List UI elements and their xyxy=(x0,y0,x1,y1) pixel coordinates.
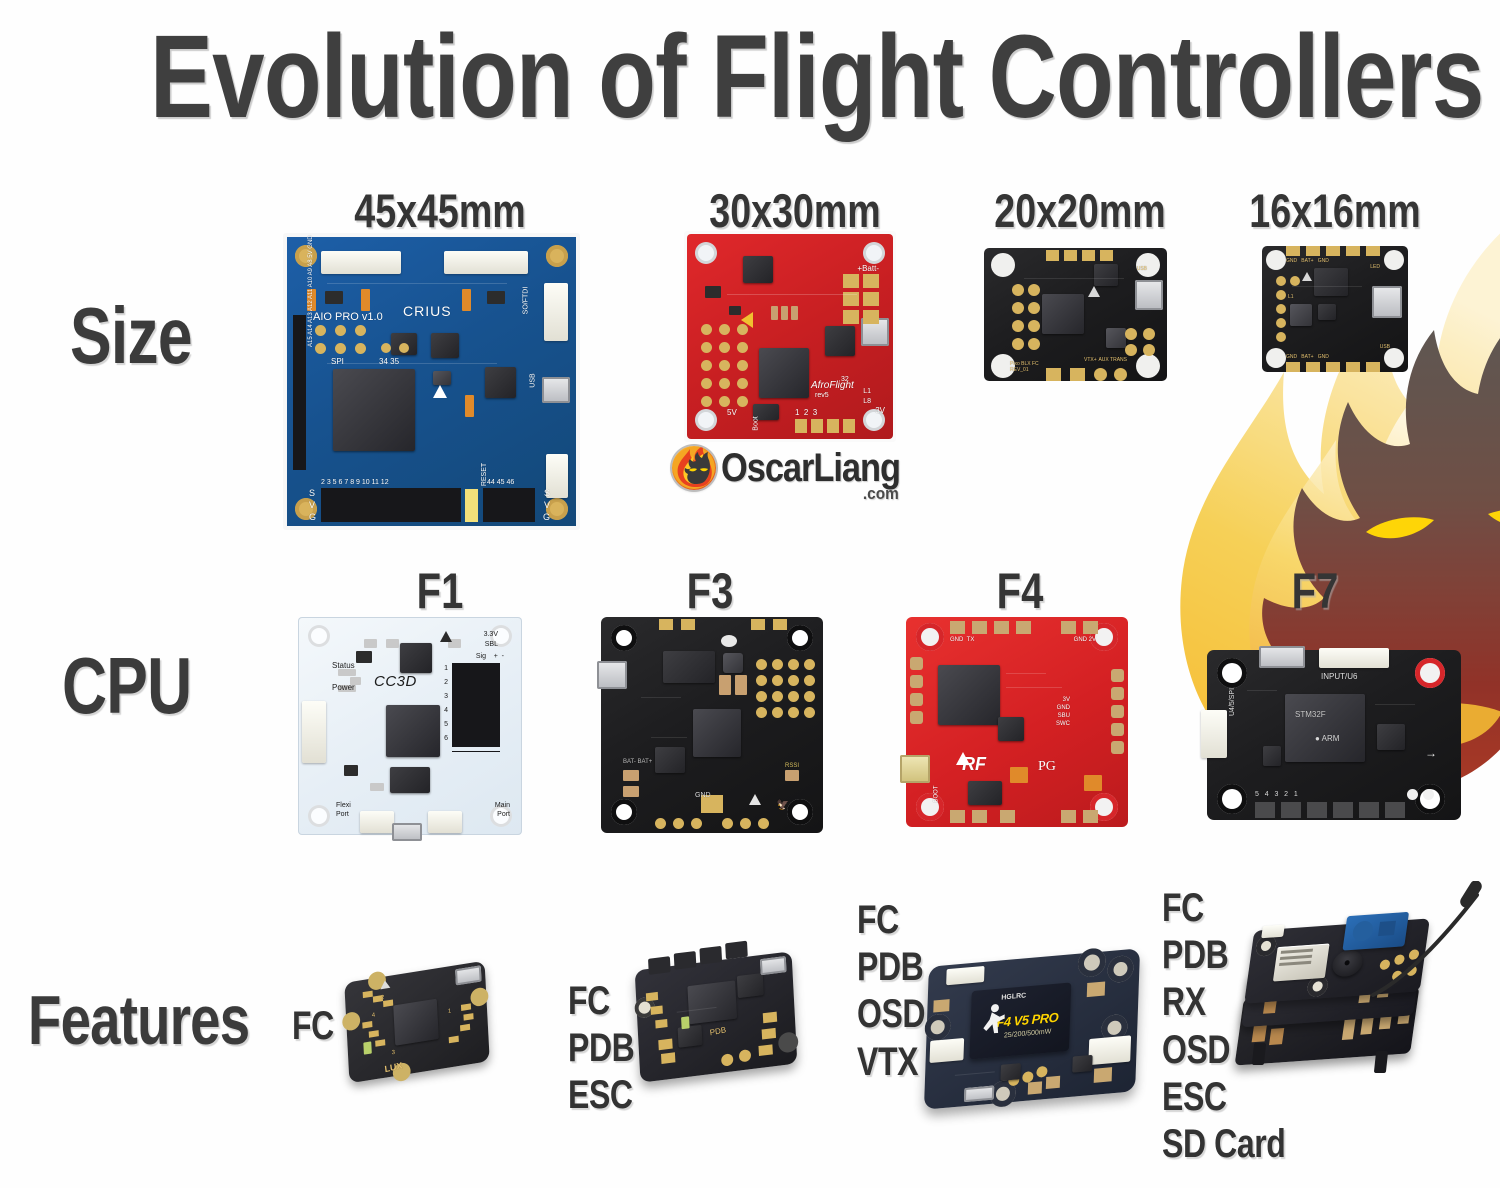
buzzer-icon xyxy=(1330,949,1365,978)
feature-item: SD Card xyxy=(1162,1121,1286,1166)
feature-item: VTX xyxy=(857,1039,919,1084)
cpu-header-f4: F4 xyxy=(996,563,1044,619)
lux-fc-board: LUX 2 1 3 4 xyxy=(328,958,506,1088)
features-list-col1: FC xyxy=(292,1003,334,1050)
brand-tld: .com xyxy=(863,483,900,503)
features-list-col3: FC PDB OSD VTX xyxy=(857,897,926,1086)
feature-item: FC xyxy=(1162,886,1204,930)
naze32-afroflight-board: +Batt- 5V Boot 3V L1 L8 AfroFlight rev5 … xyxy=(684,231,896,442)
feature-item: PDB xyxy=(1162,933,1229,978)
micro-20x20-board: Pixo BLX FC REV_01 USB AUX TRANS VTX+ xyxy=(984,248,1167,381)
brand-name: OscarLiang xyxy=(721,446,901,490)
size-header-30x30: 30x30mm xyxy=(709,184,881,237)
feature-item: FC xyxy=(568,979,610,1023)
feature-item: RX xyxy=(1162,980,1206,1025)
row-label-size: Size xyxy=(70,291,193,380)
cpu-header-f1: F1 xyxy=(416,563,464,619)
size-header-45x45: 45x45mm xyxy=(354,184,526,237)
feature-item: ESC xyxy=(568,1073,633,1118)
hglrc-f4-v5-pro-board: HGLRC F4 V5 PRO 25/200/500mW xyxy=(912,938,1160,1122)
f7-stm32-board: STM32F ● ARM INPUT/U6 U4/5/SPI 5 4 3 2 1… xyxy=(1201,646,1461,820)
size-header-16x16: 16x16mm xyxy=(1249,184,1421,237)
cc3d-board: Status Power CC3D 3.3V SBL Sig + - 1 2 3… xyxy=(298,617,522,841)
antenna-wire-icon xyxy=(1371,881,1482,997)
feature-item: PDB xyxy=(857,945,924,990)
feature-item: FC xyxy=(857,898,899,942)
dragon-flame-badge-icon xyxy=(672,446,716,490)
fc-stack-board xyxy=(1225,881,1495,1115)
cpu-header-f7: F7 xyxy=(1291,563,1339,619)
whoop-16x16-board: GND BAT+ GND GND BAT+ GND USB LED L1 xyxy=(1262,246,1408,372)
page-title: Evolution of Flight Controllers xyxy=(150,11,1484,143)
fc-pdb-esc-board: PDB xyxy=(625,940,817,1091)
row-label-features: Features xyxy=(28,981,250,1059)
features-list-col2: FC PDB ESC xyxy=(568,978,635,1120)
raceflight-f4-board: PG RF BOOT 3V GND SBU SWC GND TX GND 2V xyxy=(900,617,1128,827)
oscarliang-logo: OscarLiang .com xyxy=(672,446,929,502)
row-label-cpu: CPU xyxy=(62,641,192,730)
feature-item: FC xyxy=(292,1004,334,1048)
feature-item: PDB xyxy=(568,1026,635,1071)
crius-aio-pro-board: CRIUS AIO PRO v1.0 SPI 34 35 RESET USB S… xyxy=(283,233,580,530)
feature-item: OSD xyxy=(1162,1027,1231,1072)
cpu-header-f3: F3 xyxy=(686,563,734,619)
feature-item: OSD xyxy=(857,992,926,1037)
spracing-f3-board: GND RSSI BAT- BAT+ 🦅 xyxy=(597,617,823,833)
feature-item: ESC xyxy=(1162,1074,1227,1119)
size-header-20x20: 20x20mm xyxy=(994,184,1166,237)
features-list-col4: FC PDB RX OSD ESC SD Card xyxy=(1162,885,1286,1168)
oscarliang-wordmark: OscarLiang .com xyxy=(721,446,901,502)
